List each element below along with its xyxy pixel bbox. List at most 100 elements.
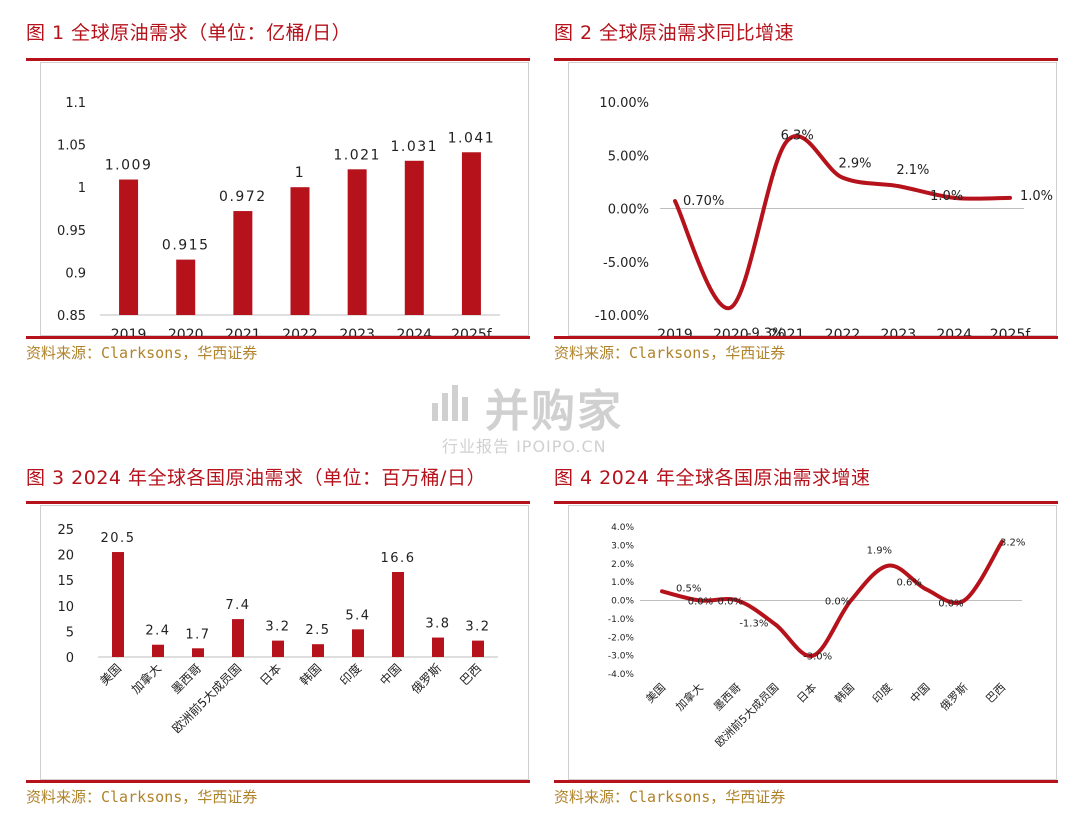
x-tick-label: 加拿大 [128, 661, 164, 697]
chart-2-bottom-rule [554, 336, 1058, 339]
chart-4-top-rule [554, 501, 1058, 504]
watermark-logo-icon [432, 385, 468, 421]
bar [272, 640, 284, 657]
data-label: 0.0% [688, 597, 713, 608]
x-tick-label: 印度 [337, 661, 365, 689]
data-label: 1.7 [185, 627, 210, 642]
x-tick-label: 俄罗斯 [938, 681, 971, 714]
chart-1-bottom-rule [26, 336, 530, 339]
chart-4-source: 资料来源：Clarksons，华西证券 [554, 788, 786, 806]
chart-2-top-rule [554, 58, 1058, 61]
bar [352, 629, 364, 657]
data-label: 0.0% [938, 599, 963, 610]
data-label: 3.8 [425, 617, 450, 632]
y-tick-label: 5 [66, 625, 74, 640]
y-tick-label: 2.0% [611, 560, 634, 570]
chart-4-bottom-rule [554, 780, 1058, 783]
y-tick-label: 1.05 [57, 139, 86, 154]
y-tick-label: 0.00% [608, 203, 649, 218]
watermark-main: 并购家 [485, 386, 623, 437]
bar [432, 637, 444, 657]
chart-3-source: 资料来源：Clarksons，华西证券 [26, 788, 258, 806]
bar [404, 160, 424, 315]
data-label: 1.009 [105, 158, 153, 174]
bar [152, 644, 164, 657]
x-tick-label: 2019 [111, 327, 147, 336]
data-label: 1.0% [1020, 189, 1053, 204]
data-label: 6.3% [781, 128, 814, 143]
data-label: -3.0% [803, 652, 832, 663]
data-label: 0.972 [219, 189, 267, 205]
bar [119, 179, 139, 315]
data-label: 3.2 [265, 620, 290, 635]
x-tick-label: 2024 [396, 327, 432, 336]
series-line [673, 134, 1012, 310]
y-tick-label: -5.00% [603, 256, 649, 271]
y-tick-label: 20 [57, 549, 74, 564]
y-tick-label: 10 [57, 600, 74, 615]
x-tick-label: 巴西 [457, 661, 484, 688]
y-tick-label: 0.85 [57, 309, 86, 324]
x-tick-label: 2025f [451, 327, 493, 336]
bar [232, 619, 244, 657]
chart-3-bottom-rule [26, 780, 530, 783]
x-tick-label: 2024 [936, 327, 972, 336]
chart-2-title: 图 2 全球原油需求同比增速 [554, 22, 795, 44]
x-tick-label: 2022 [282, 327, 318, 336]
bar [461, 152, 481, 315]
x-tick-label: 2025f [990, 327, 1032, 336]
x-tick-label: 巴西 [983, 681, 1008, 706]
data-label: 3.2 [465, 620, 490, 635]
y-tick-label: 15 [57, 574, 74, 589]
chart-3-title: 图 3 2024 年全球各国原油需求（单位：百万桶/日） [26, 467, 486, 489]
y-tick-label: 3.0% [611, 541, 634, 551]
data-label: 1.0% [930, 189, 963, 204]
chart-1-frame [40, 62, 529, 336]
bar [347, 169, 367, 315]
data-label: 0.6% [896, 577, 921, 588]
x-tick-label: 墨西哥 [169, 661, 204, 696]
data-label: 2.1% [896, 163, 929, 178]
data-label: 1.021 [333, 147, 381, 163]
data-label: 3.2% [1000, 538, 1025, 549]
x-tick-label: 2021 [225, 327, 261, 336]
x-tick-label: 2020 [713, 327, 749, 336]
y-tick-label: -1.0% [608, 615, 635, 625]
data-label: 5.4 [345, 608, 370, 623]
bar [472, 640, 484, 657]
chart-1: 0.85 0.9 0.95 1 1.05 1.1 1.009 2019 0.915 2020 0.9… [57, 96, 500, 336]
data-label: 20.5 [101, 531, 136, 546]
panel-2: 图 2 全球原油需求同比增速 -10.00% -5.00% 0.00% 5.00% 10… [554, 18, 1058, 368]
x-tick-label: 日本 [257, 661, 284, 688]
x-tick-label: 2023 [339, 327, 375, 336]
chart-1-top-rule [26, 58, 530, 61]
chart-4: -4.0% -3.0% -2.0% -1.0% 0.0% 1.0% 2.0% 3.0% 4.0%… [608, 523, 1026, 750]
data-label: 1.031 [390, 139, 438, 155]
y-tick-label: 0.95 [57, 224, 86, 239]
data-label: 0.0% [825, 597, 850, 608]
chart-2-source: 资料来源：Clarksons，华西证券 [554, 344, 786, 362]
bar [392, 572, 404, 657]
data-label: 0.0% [718, 597, 743, 608]
bar [290, 187, 310, 315]
data-label: 0.915 [162, 238, 210, 254]
x-tick-label: 2019 [657, 327, 693, 336]
data-label: 1.041 [448, 130, 496, 146]
x-tick-label: 2021 [769, 327, 805, 336]
chart-3-frame [40, 505, 529, 780]
x-tick-label: 韩国 [297, 661, 325, 689]
y-tick-label: -10.00% [595, 309, 649, 324]
bar [312, 644, 324, 657]
y-tick-label: -4.0% [608, 670, 635, 680]
chart-3-top-rule [26, 501, 530, 504]
chart-3: 0 5 10 15 20 25 20.5 美国 2.4 加拿大 1.7 墨西哥 7.4 欧洲前5大成员国 3… [57, 523, 498, 736]
x-tick-label: 俄罗斯 [409, 661, 444, 696]
data-label: 1.9% [867, 546, 892, 557]
x-tick-label: 2022 [825, 327, 861, 336]
y-tick-label: 1.0% [611, 578, 634, 588]
watermark: 并购家 行业报告 IPOIPO.CN [430, 375, 650, 460]
panel-1: 图 1 全球原油需求（单位：亿桶/日） 0.85 0.9 0.95 1 1.05 1.1 1… [26, 18, 530, 368]
bar [233, 211, 253, 315]
x-tick-label: 美国 [643, 681, 668, 706]
data-label: -9.3% [747, 327, 785, 336]
